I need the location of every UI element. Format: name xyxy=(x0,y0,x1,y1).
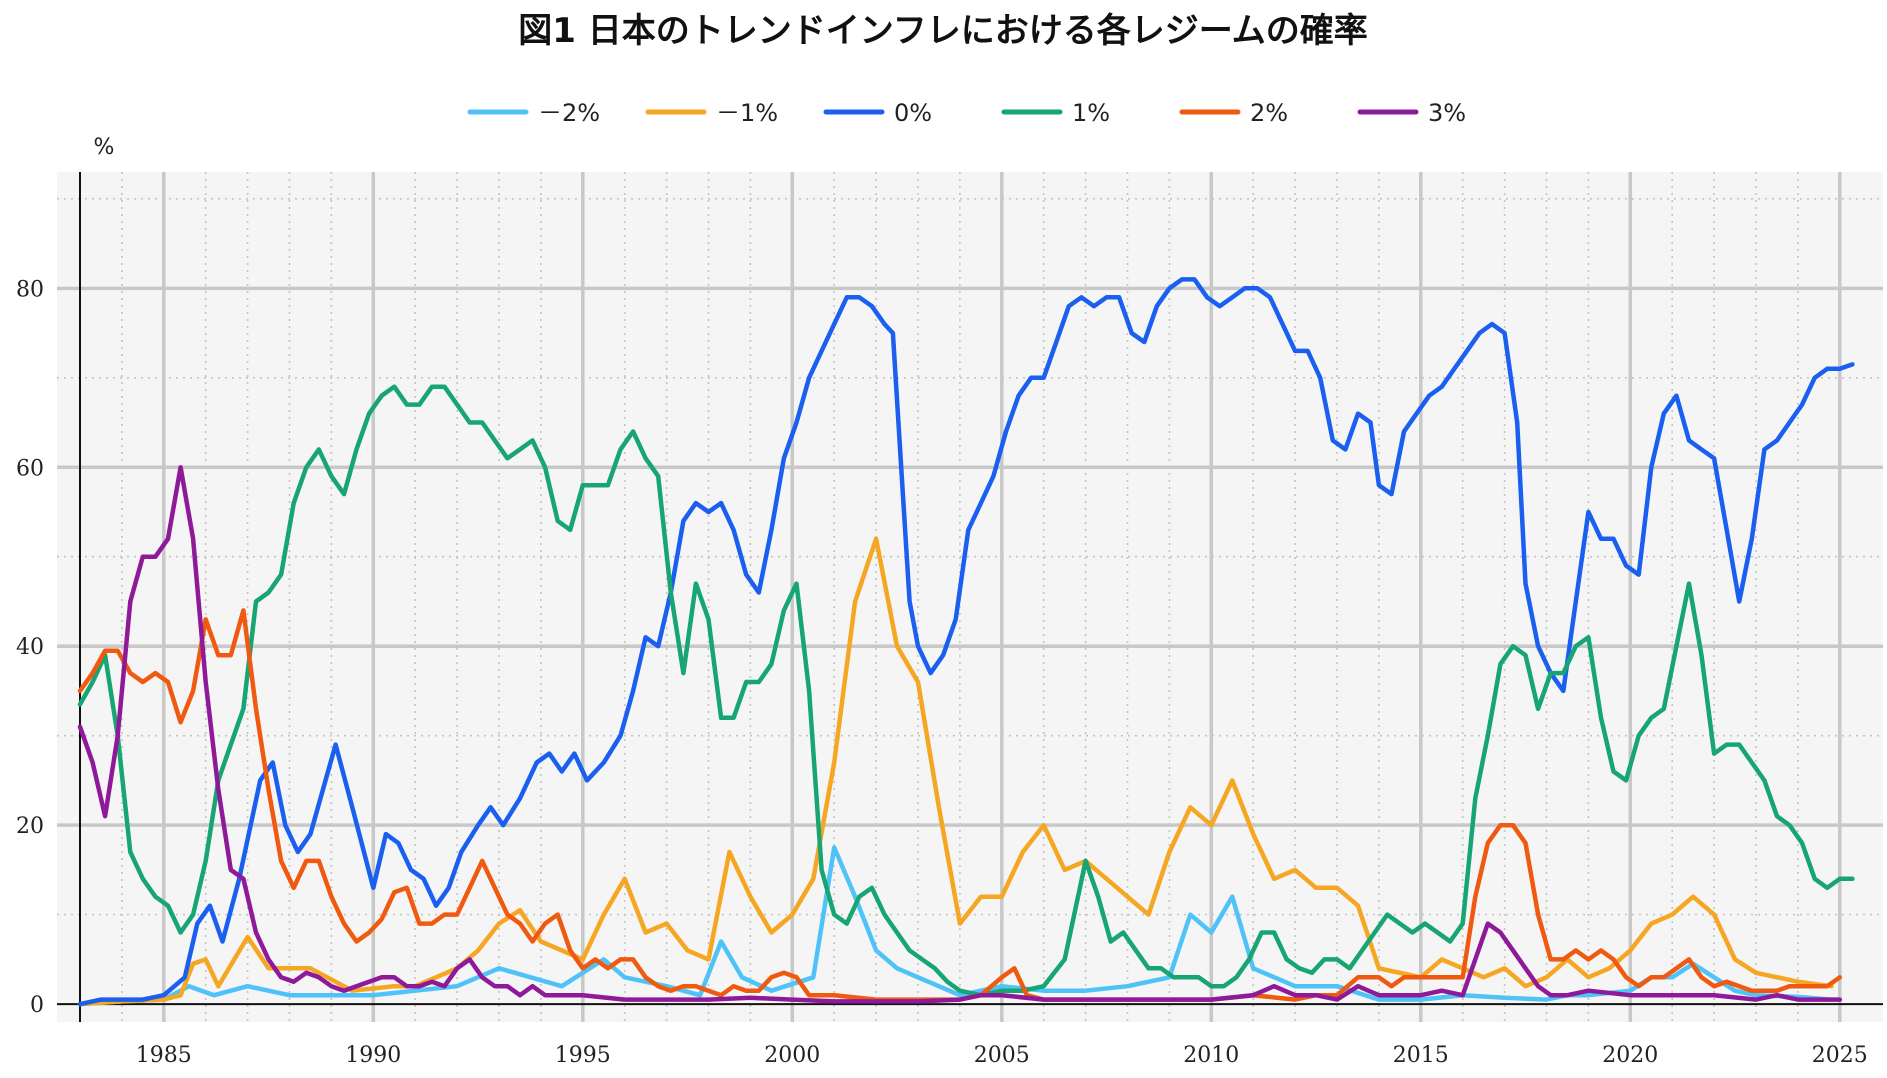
axes xyxy=(57,172,1883,1022)
legend-label: 3% xyxy=(1428,99,1466,127)
legend: －2% －1% 0% 1% 2% 3% xyxy=(467,99,1466,127)
y-tick-label: 0 xyxy=(30,993,44,1018)
legend-label: 0% xyxy=(894,99,932,127)
y-tick-label: 80 xyxy=(16,277,44,302)
x-tick-label: 2025 xyxy=(1812,1043,1868,1068)
x-tick-label: 1985 xyxy=(136,1043,192,1068)
y-tick-label: 40 xyxy=(16,635,44,660)
legend-label: －2% xyxy=(538,99,600,127)
series-layer xyxy=(77,277,1855,1007)
x-tick-label: 1990 xyxy=(345,1043,401,1068)
series-line xyxy=(77,608,1843,1002)
series-line xyxy=(77,384,1855,998)
legend-label: －1% xyxy=(716,99,778,127)
x-tick-label: 2015 xyxy=(1393,1043,1449,1068)
x-tick-label: 2005 xyxy=(974,1043,1030,1068)
x-tick-label: 2000 xyxy=(764,1043,820,1068)
series-line xyxy=(77,465,1843,1004)
chart-title: 図1 日本のトレンドインフレにおける各レジームの確率 xyxy=(518,11,1367,51)
y-tick-label: 20 xyxy=(16,814,44,839)
y-axis-unit-label: % xyxy=(94,135,115,160)
legend-label: 1% xyxy=(1072,99,1110,127)
legend-label: 2% xyxy=(1250,99,1288,127)
y-tick-label: 60 xyxy=(16,456,44,481)
x-tick-label: 2020 xyxy=(1602,1043,1658,1068)
grid xyxy=(57,172,1883,1022)
tick-labels: 0 20 40 60 80 1985 1990 1995 2000 2005 2010 2015 202… xyxy=(16,277,1868,1068)
series-line xyxy=(77,277,1855,1007)
x-tick-label: 2010 xyxy=(1183,1043,1239,1068)
x-tick-label: 1995 xyxy=(555,1043,611,1068)
